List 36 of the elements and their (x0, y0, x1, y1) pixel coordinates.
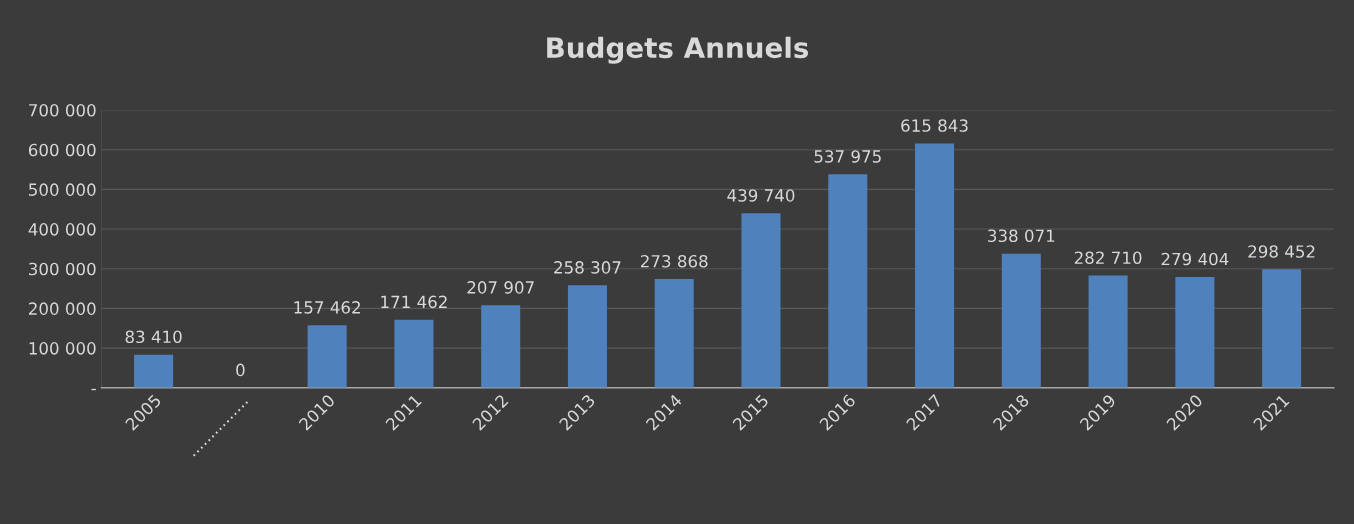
y-tick-label: - (91, 388, 96, 391)
bar (394, 319, 434, 388)
data-label: 439 740 (727, 189, 795, 202)
data-label: 279 404 (1161, 252, 1229, 266)
data-label: 171 462 (381, 295, 447, 309)
y-tick-label: 700 000 (29, 104, 96, 117)
data-label: 338 071 (988, 229, 1055, 243)
data-label: 282 710 (1074, 251, 1142, 265)
chart-title: Budgets Annuels (547, 36, 809, 64)
bar (134, 354, 174, 388)
data-label: 273 868 (641, 254, 708, 268)
y-tick-label: 100 000 (29, 342, 96, 355)
bar (654, 279, 694, 388)
bar (828, 174, 868, 388)
data-label: 298 452 (1248, 245, 1315, 258)
bar (307, 325, 347, 388)
y-tick-label: 600 000 (28, 143, 96, 157)
bar (1088, 275, 1128, 388)
data-label: 0 (236, 363, 245, 377)
data-label: 615 843 (901, 119, 968, 132)
y-tick-label: 200 000 (28, 302, 96, 315)
data-label: 258 307 (554, 261, 621, 274)
bar (1001, 253, 1041, 388)
y-tick-label: 500 000 (29, 183, 96, 196)
bar (481, 305, 521, 388)
bar (1175, 276, 1215, 388)
y-tick-label: 400 000 (28, 223, 96, 236)
data-label: 537 975 (814, 150, 881, 163)
data-label: 207 907 (467, 281, 534, 294)
data-label: 83 410 (125, 330, 182, 344)
bar (915, 143, 955, 388)
bar (1262, 269, 1302, 388)
bar (741, 213, 781, 388)
data-label: 157 462 (294, 301, 360, 314)
y-tick-label: 300 000 (29, 262, 96, 276)
bar (567, 285, 607, 388)
